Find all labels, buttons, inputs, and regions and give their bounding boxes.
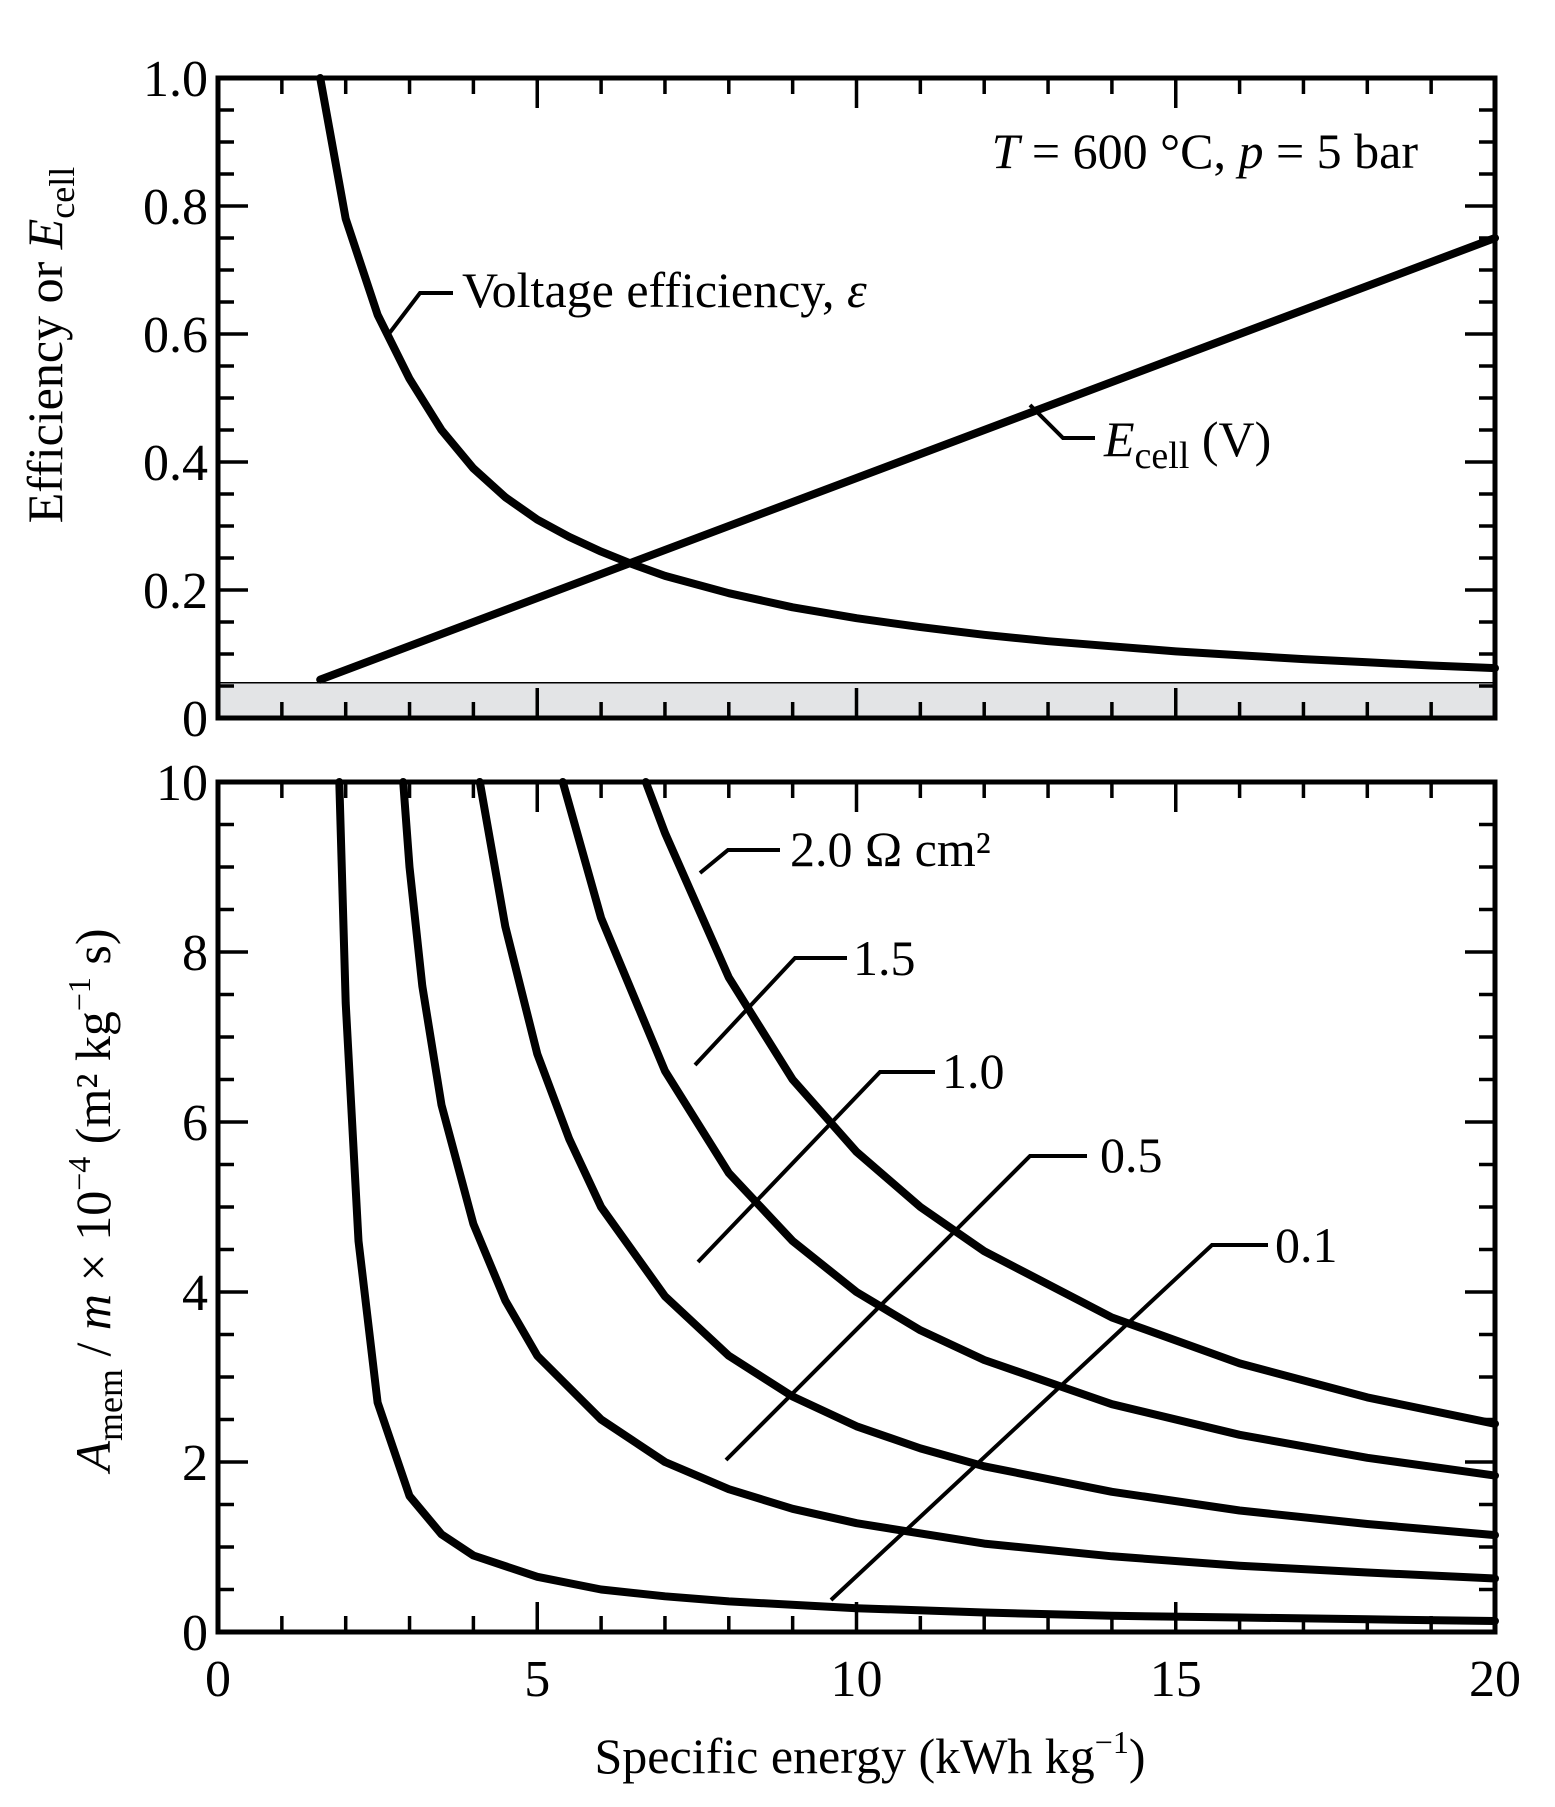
series-label-0.5: 0.5: [1100, 1127, 1163, 1183]
bottom-panel: 0 2 4 6 8 10 0 5 10 15 20 Amem / m × 10−4 (m² kg−…: [61, 755, 1521, 1784]
y-tick-label: 2: [182, 1435, 208, 1492]
label-leader-1.0: [696, 1070, 935, 1264]
top-y-axis-label: Efficiency or Ecell: [17, 167, 82, 523]
top-curves: [316, 74, 1499, 684]
x-tick-label: 15: [1150, 1651, 1202, 1708]
series-label-1.5: 1.5: [853, 930, 916, 986]
top-panel: 0 0.2 0.4 0.6 0.8 1.0 Efficiency or Ecell T =…: [17, 51, 1499, 748]
series-line-1.0: [475, 778, 1499, 1540]
x-tick-label: 5: [524, 1651, 550, 1708]
bottom-y-tick-labels: 0 2 4 6 8 10: [156, 755, 208, 1662]
label-leader-2.0: [698, 848, 780, 875]
y-tick-label: 1.0: [143, 51, 208, 108]
top-y-tick-labels: 0 0.2 0.4 0.6 0.8 1.0: [143, 51, 208, 748]
series-line-Voltage efficiency: [316, 74, 1499, 673]
y-tick-label: 0: [182, 1605, 208, 1662]
y-tick-label: 8: [182, 925, 208, 982]
series-label-2.0: 2.0 Ω cm²: [790, 821, 991, 877]
series-line-Ecell (V): [316, 234, 1499, 684]
series-label-0.1: 0.1: [1275, 1217, 1338, 1273]
bottom-y-axis-label: Amem / m × 10−4 (m² kg−1 s): [61, 929, 130, 1475]
y-tick-label: 4: [182, 1265, 208, 1322]
series-line-1.5: [558, 778, 1499, 1480]
y-tick-label: 0: [182, 691, 208, 748]
y-tick-label: 0.6: [143, 307, 208, 364]
series-line-0.1: [335, 778, 1499, 1625]
bottom-frame: [215, 779, 1498, 1635]
y-tick-label: 0.2: [143, 563, 208, 620]
y-tick-label: 6: [182, 1095, 208, 1152]
top-frame: [215, 75, 1498, 721]
ecell-leader: [1028, 403, 1095, 440]
series-line-0.5: [399, 778, 1499, 1583]
series-label-1.0: 1.0: [942, 1043, 1005, 1099]
label-leader-1.5: [693, 956, 847, 1067]
x-tick-label: 10: [831, 1651, 883, 1708]
y-tick-label: 0.4: [143, 435, 208, 492]
ecell-label: Ecell (V): [1103, 411, 1271, 477]
voltage-efficiency-leader: [386, 291, 453, 337]
x-axis-label: Specific energy (kWh kg−1): [595, 1724, 1146, 1784]
voltage-efficiency-label: Voltage efficiency, ε: [462, 262, 867, 318]
series-line-2.0 Ω cm²: [641, 778, 1499, 1428]
label-leader-0.5: [724, 1154, 1087, 1462]
condition-annotation: T = 600 °C, p = 5 bar: [992, 123, 1419, 179]
bottom-curves: [335, 778, 1499, 1625]
x-tick-labels: 0 5 10 15 20: [205, 1651, 1521, 1708]
y-tick-label: 10: [156, 755, 208, 812]
y-tick-label: 0.8: [143, 179, 208, 236]
x-tick-label: 20: [1469, 1651, 1521, 1708]
x-tick-label: 0: [205, 1651, 231, 1708]
label-leader-0.1: [829, 1243, 1268, 1602]
bottom-ticks: [216, 780, 1497, 1634]
